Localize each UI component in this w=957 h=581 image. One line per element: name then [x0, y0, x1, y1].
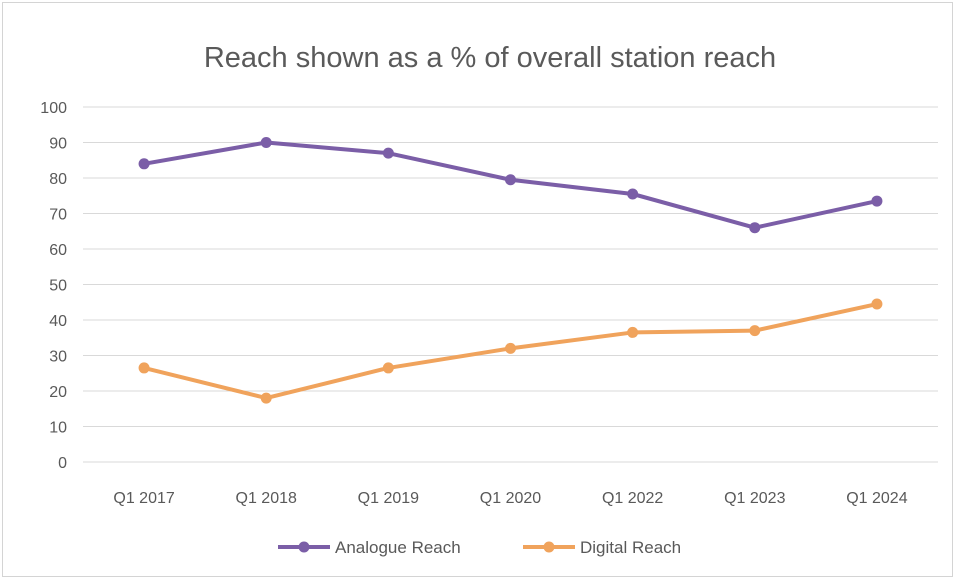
- data-point: [871, 195, 883, 207]
- y-tick-label: 20: [49, 384, 67, 401]
- data-point: [627, 326, 639, 338]
- data-point: [138, 362, 150, 374]
- legend-item: Analogue Reach: [278, 538, 461, 557]
- legend-label: Digital Reach: [580, 538, 681, 557]
- data-point: [749, 222, 761, 234]
- y-tick-label: 40: [49, 313, 67, 330]
- legend-swatch-marker: [543, 541, 555, 553]
- data-point: [505, 174, 516, 186]
- legend-label: Analogue Reach: [335, 538, 461, 557]
- y-tick-label: 80: [49, 171, 67, 188]
- y-tick-label: 10: [49, 420, 67, 437]
- data-point: [382, 362, 394, 374]
- legend-item: Digital Reach: [523, 538, 681, 557]
- data-point: [138, 158, 150, 170]
- y-axis-ticks: 0 10 20 30 40 50 60 70 80 90 100: [40, 100, 67, 472]
- x-tick-label: Q1 2018: [236, 490, 297, 507]
- y-tick-label: 60: [49, 242, 67, 259]
- x-tick-label: Q1 2017: [113, 490, 174, 507]
- series-1: [138, 298, 883, 404]
- y-tick-label: 0: [58, 455, 67, 472]
- series-0: [138, 137, 883, 234]
- data-point: [627, 188, 639, 200]
- x-tick-label: Q1 2022: [602, 490, 663, 507]
- x-axis-ticks: Q1 2017 Q1 2018 Q1 2019 Q1 2020 Q1 2022 Q1 20…: [113, 490, 907, 507]
- gridlines: [83, 106, 938, 463]
- legend: Analogue Reach Digital Reach: [278, 538, 681, 557]
- line-chart: Reach shown as a % of overall station re…: [40, 42, 938, 557]
- series-lines: [138, 137, 883, 404]
- legend-swatch-marker: [298, 541, 310, 553]
- x-tick-label: Q1 2020: [480, 490, 541, 507]
- y-tick-label: 90: [49, 136, 67, 153]
- x-tick-label: Q1 2019: [358, 490, 419, 507]
- x-tick-label: Q1 2023: [724, 490, 785, 507]
- y-tick-label: 50: [49, 278, 67, 295]
- y-tick-label: 70: [49, 207, 67, 224]
- data-point: [260, 392, 272, 404]
- data-point: [260, 137, 272, 148]
- data-point: [382, 147, 394, 159]
- chart-title: Reach shown as a % of overall station re…: [204, 42, 776, 74]
- y-tick-label: 100: [40, 100, 67, 117]
- data-point: [749, 325, 761, 337]
- y-tick-label: 30: [49, 349, 67, 366]
- x-tick-label: Q1 2024: [846, 490, 907, 507]
- data-point: [505, 342, 516, 354]
- data-point: [871, 298, 883, 310]
